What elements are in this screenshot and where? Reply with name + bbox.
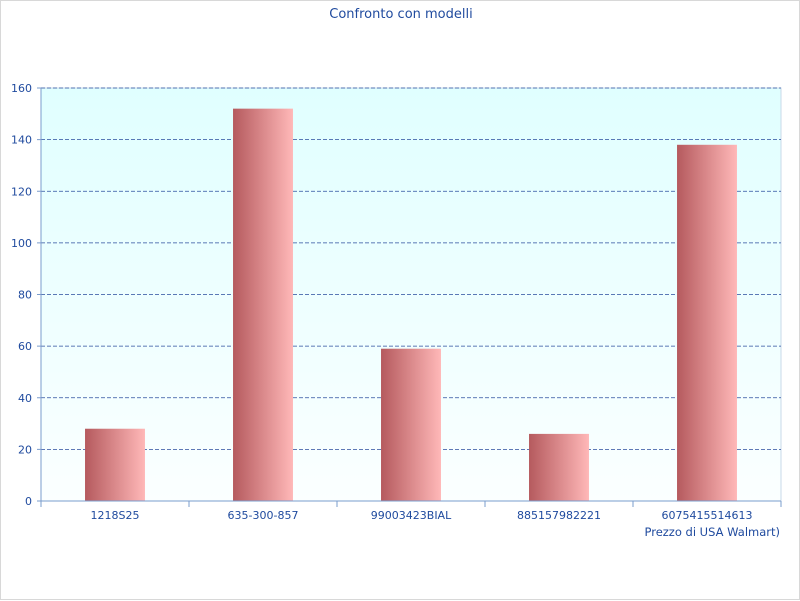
x-axis-label: Prezzo di USA Walmart) [644,525,780,539]
axes [37,87,782,507]
x-tick-label: 99003423BIAL [371,509,452,522]
y-tick-label: 0 [25,495,32,508]
y-tick-label: 120 [11,185,32,198]
bar-6075415514613 [677,144,737,501]
y-tick-label: 40 [18,392,32,405]
bars [85,108,737,502]
y-tick-label: 60 [18,340,32,353]
y-tick-label: 140 [11,134,32,147]
y-tick-label: 160 [11,82,32,95]
x-tick-label: 635-300-857 [228,509,299,522]
x-tick-label: 1218S25 [91,509,140,522]
y-tick-label: 80 [18,289,32,302]
x-tick-label: 6075415514613 [662,509,753,522]
bar-1218S25 [85,428,145,501]
y-tick-label: 20 [18,443,32,456]
x-tick-labels: 1218S25 635-300-857 99003423BIAL 8851579822… [91,509,753,522]
y-tick-label: 100 [11,237,32,250]
y-tick-labels: 0 20 40 60 80 100 120 140 160 [11,82,32,508]
x-tick-label: 885157982221 [517,509,601,522]
bar-885157982221 [529,433,589,501]
bar-99003423BIAL [381,348,441,501]
bar-635-300-857 [233,108,293,502]
chart-title: Confronto con modelli [329,7,472,22]
